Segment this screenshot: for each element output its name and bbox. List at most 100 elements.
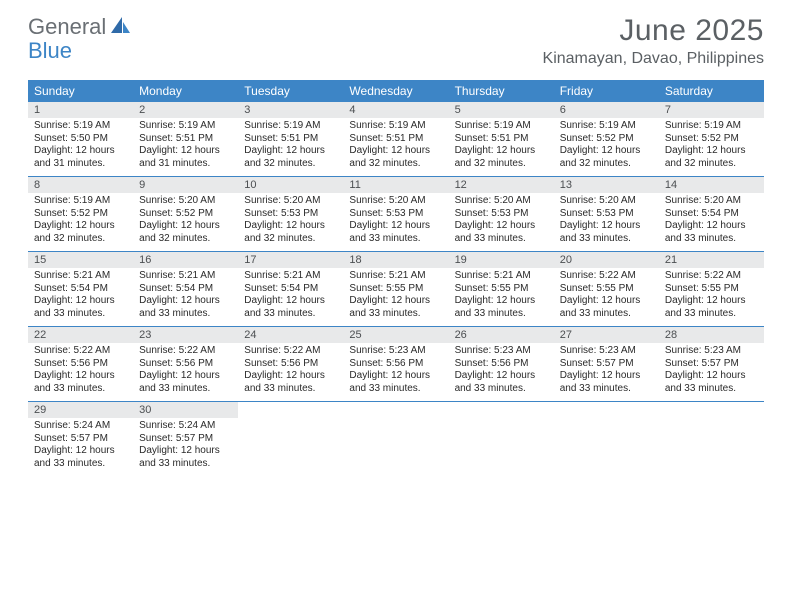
daylight-line: Daylight: 12 hours and 32 minutes. — [659, 145, 764, 170]
sunrise-line: Sunrise: 5:19 AM — [554, 120, 659, 133]
daylight-line: Daylight: 12 hours and 33 minutes. — [554, 370, 659, 395]
day-cell: 30Sunrise: 5:24 AMSunset: 5:57 PMDayligh… — [133, 402, 238, 476]
day-number: 20 — [554, 252, 659, 268]
day-cell: 15Sunrise: 5:21 AMSunset: 5:54 PMDayligh… — [28, 252, 133, 326]
day-number: 9 — [133, 177, 238, 193]
daylight-line: Daylight: 12 hours and 32 minutes. — [133, 220, 238, 245]
daylight-line: Daylight: 12 hours and 32 minutes. — [238, 220, 343, 245]
sunset-line: Sunset: 5:54 PM — [133, 283, 238, 296]
day-number: 12 — [449, 177, 554, 193]
dow-wednesday: Wednesday — [343, 80, 448, 102]
sunrise-line: Sunrise: 5:23 AM — [449, 345, 554, 358]
sunrise-line: Sunrise: 5:21 AM — [343, 270, 448, 283]
day-cell: 13 Sunrise: 5:20 AMSunset: 5:53 PMDayligh… — [554, 177, 659, 251]
day-number: 6 — [554, 102, 659, 118]
day-cell — [238, 402, 343, 476]
day-cell: 1Sunrise: 5:19 AMSunset: 5:50 PMDaylight… — [28, 102, 133, 176]
day-number: 18 — [343, 252, 448, 268]
sunset-line: Sunset: 5:51 PM — [133, 133, 238, 146]
header: General June 2025 Kinamayan, Davao, Phil… — [0, 0, 792, 72]
week-row: 29Sunrise: 5:24 AMSunset: 5:57 PMDayligh… — [28, 402, 764, 476]
sunset-line: Sunset: 5:56 PM — [28, 358, 133, 371]
sunrise-line: Sunrise: 5:19 AM — [343, 120, 448, 133]
daylight-line: Daylight: 12 hours and 33 minutes. — [554, 295, 659, 320]
sunrise-line: Sunrise: 5:21 AM — [133, 270, 238, 283]
daylight-line: Daylight: 12 hours and 33 minutes. — [133, 445, 238, 470]
day-number: 21 — [659, 252, 764, 268]
daylight-line: Daylight: 12 hours and 33 minutes. — [449, 370, 554, 395]
sunrise-line: Sunrise: 5:20 AM — [554, 195, 659, 208]
day-cell: 14Sunrise: 5:20 AMSunset: 5:54 PMDayligh… — [659, 177, 764, 251]
daylight-line: Daylight: 12 hours and 33 minutes. — [133, 295, 238, 320]
day-number: 19 — [449, 252, 554, 268]
day-cell: 18Sunrise: 5:21 AMSunset: 5:55 PMDayligh… — [343, 252, 448, 326]
dow-saturday: Saturday — [659, 80, 764, 102]
sunset-line: Sunset: 5:53 PM — [343, 208, 448, 221]
day-cell: 2Sunrise: 5:19 AMSunset: 5:51 PMDaylight… — [133, 102, 238, 176]
sunrise-line: Sunrise: 5:21 AM — [449, 270, 554, 283]
daylight-line: Daylight: 12 hours and 33 minutes. — [343, 220, 448, 245]
sunset-line: Sunset: 5:53 PM — [449, 208, 554, 221]
sunrise-line: Sunrise: 5:23 AM — [554, 345, 659, 358]
sunset-line: Sunset: 5:53 PM — [554, 208, 659, 221]
day-cell: 28Sunrise: 5:23 AMSunset: 5:57 PMDayligh… — [659, 327, 764, 401]
sunrise-line: Sunrise: 5:19 AM — [28, 195, 133, 208]
sunrise-line: Sunrise: 5:22 AM — [28, 345, 133, 358]
week-row: 22Sunrise: 5:22 AMSunset: 5:56 PMDayligh… — [28, 327, 764, 402]
dow-tuesday: Tuesday — [238, 80, 343, 102]
day-number: 1 — [28, 102, 133, 118]
sunrise-line: Sunrise: 5:23 AM — [343, 345, 448, 358]
day-number: 11 — [343, 177, 448, 193]
daylight-line: Daylight: 12 hours and 32 minutes. — [238, 145, 343, 170]
day-cell: 24Sunrise: 5:22 AMSunset: 5:56 PMDayligh… — [238, 327, 343, 401]
day-cell: 25Sunrise: 5:23 AMSunset: 5:56 PMDayligh… — [343, 327, 448, 401]
sunset-line: Sunset: 5:57 PM — [133, 433, 238, 446]
day-cell: 7Sunrise: 5:19 AMSunset: 5:52 PMDaylight… — [659, 102, 764, 176]
sunrise-line: Sunrise: 5:20 AM — [659, 195, 764, 208]
sunset-line: Sunset: 5:56 PM — [238, 358, 343, 371]
day-cell: 11 Sunrise: 5:20 AMSunset: 5:53 PMDayligh… — [343, 177, 448, 251]
sunrise-line: Sunrise: 5:19 AM — [449, 120, 554, 133]
sunrise-line: Sunrise: 5:19 AM — [659, 120, 764, 133]
dow-monday: Monday — [133, 80, 238, 102]
sunset-line: Sunset: 5:56 PM — [343, 358, 448, 371]
sunset-line: Sunset: 5:54 PM — [28, 283, 133, 296]
sunrise-line: Sunrise: 5:21 AM — [238, 270, 343, 283]
sunrise-line: Sunrise: 5:24 AM — [133, 420, 238, 433]
day-cell: 9Sunrise: 5:20 AMSunset: 5:52 PMDaylight… — [133, 177, 238, 251]
day-number: 2 — [133, 102, 238, 118]
day-cell: 4Sunrise: 5:19 AMSunset: 5:51 PMDaylight… — [343, 102, 448, 176]
day-cell: 3Sunrise: 5:19 AMSunset: 5:51 PMDaylight… — [238, 102, 343, 176]
day-cell: 6Sunrise: 5:19 AMSunset: 5:52 PMDaylight… — [554, 102, 659, 176]
sunset-line: Sunset: 5:57 PM — [28, 433, 133, 446]
sunset-line: Sunset: 5:55 PM — [343, 283, 448, 296]
daylight-line: Daylight: 12 hours and 33 minutes. — [554, 220, 659, 245]
daylight-line: Daylight: 12 hours and 33 minutes. — [659, 220, 764, 245]
day-cell: 22Sunrise: 5:22 AMSunset: 5:56 PMDayligh… — [28, 327, 133, 401]
day-cell: 10Sunrise: 5:20 AMSunset: 5:53 PMDayligh… — [238, 177, 343, 251]
sunset-line: Sunset: 5:55 PM — [449, 283, 554, 296]
sunrise-line: Sunrise: 5:20 AM — [343, 195, 448, 208]
daylight-line: Daylight: 12 hours and 33 minutes. — [238, 370, 343, 395]
dow-thursday: Thursday — [449, 80, 554, 102]
day-cell — [343, 402, 448, 476]
week-row: 8Sunrise: 5:19 AMSunset: 5:52 PMDaylight… — [28, 177, 764, 252]
sunrise-line: Sunrise: 5:23 AM — [659, 345, 764, 358]
week-row: 15Sunrise: 5:21 AMSunset: 5:54 PMDayligh… — [28, 252, 764, 327]
dow-sunday: Sunday — [28, 80, 133, 102]
day-cell: 8Sunrise: 5:19 AMSunset: 5:52 PMDaylight… — [28, 177, 133, 251]
logo-sail-icon — [110, 16, 132, 39]
day-number: 27 — [554, 327, 659, 343]
day-number: 29 — [28, 402, 133, 418]
sunset-line: Sunset: 5:52 PM — [659, 133, 764, 146]
day-number: 13 — [554, 177, 659, 193]
daylight-line: Daylight: 12 hours and 33 minutes. — [449, 220, 554, 245]
day-cell — [554, 402, 659, 476]
day-cell: 19Sunrise: 5:21 AMSunset: 5:55 PMDayligh… — [449, 252, 554, 326]
daylight-line: Daylight: 12 hours and 33 minutes. — [28, 295, 133, 320]
weeks-container: 1Sunrise: 5:19 AMSunset: 5:50 PMDaylight… — [28, 102, 764, 476]
days-of-week-row: Sunday Monday Tuesday Wednesday Thursday… — [28, 80, 764, 102]
sunset-line: Sunset: 5:57 PM — [554, 358, 659, 371]
day-number: 8 — [28, 177, 133, 193]
sunset-line: Sunset: 5:51 PM — [238, 133, 343, 146]
